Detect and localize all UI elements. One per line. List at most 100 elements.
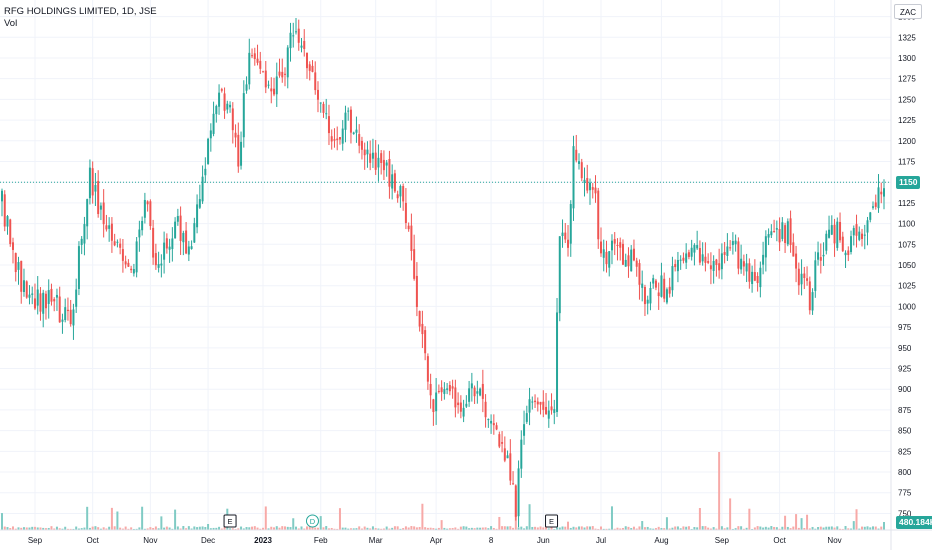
volume-bar xyxy=(116,511,119,530)
volume-bar xyxy=(102,527,105,530)
volume-bar xyxy=(193,526,196,530)
candle-body xyxy=(102,202,105,225)
earnings-marker[interactable]: E xyxy=(545,514,559,528)
candle-body xyxy=(242,93,245,138)
candle-body xyxy=(349,109,352,133)
candle-body xyxy=(292,35,295,37)
volume-bar xyxy=(237,528,240,530)
candle-body xyxy=(883,188,885,197)
candle-body xyxy=(687,252,690,257)
candle-body xyxy=(690,247,693,257)
x-tick-label: Dec xyxy=(201,536,215,545)
volume-bar xyxy=(418,526,421,530)
time-axis[interactable]: Sep Oct Nov Dec 2023 Feb Mar Apr 8 Jun Jul Aug Sep Oc… xyxy=(28,536,842,545)
volume-bar xyxy=(520,526,523,530)
volume-bar xyxy=(75,526,78,530)
dividend-marker[interactable]: D xyxy=(305,514,319,528)
volume-bar xyxy=(432,528,435,530)
volume-bar xyxy=(377,528,380,530)
volume-bar xyxy=(564,526,567,530)
candle-body xyxy=(863,234,866,236)
candle-body xyxy=(487,419,490,421)
candle-body xyxy=(517,468,520,517)
volume-bar xyxy=(91,526,94,530)
y-tick-label: 950 xyxy=(898,344,912,353)
candle-body xyxy=(470,383,473,389)
candle-body xyxy=(855,224,858,236)
volume-bar xyxy=(22,527,25,530)
volume-bar xyxy=(369,528,372,530)
candle-body xyxy=(308,64,311,71)
volume-bar xyxy=(248,527,251,530)
y-tick-label: 875 xyxy=(898,406,912,415)
x-tick-label: Nov xyxy=(143,536,157,545)
volume-bar xyxy=(869,527,872,530)
candle-body xyxy=(726,246,729,256)
candle-body xyxy=(61,319,64,322)
candle-body xyxy=(509,453,512,481)
candle-body xyxy=(58,296,61,323)
candle-body xyxy=(231,108,234,131)
volume-bar xyxy=(479,527,482,530)
volume-bar xyxy=(143,528,146,530)
volume-bar xyxy=(273,527,276,530)
candle-body xyxy=(278,71,281,76)
y-tick-label: 1250 xyxy=(898,95,916,104)
volume-bar xyxy=(715,528,718,530)
candle-body xyxy=(632,248,635,261)
candle-body xyxy=(654,280,657,288)
volume-bar xyxy=(712,527,715,530)
candle-body xyxy=(330,136,333,142)
candle-body xyxy=(99,205,102,210)
candle-body xyxy=(393,173,396,192)
volume-bar xyxy=(196,527,199,530)
volume-bar xyxy=(278,527,281,530)
candle-body xyxy=(407,225,410,230)
volume-bar xyxy=(97,527,100,530)
earnings-marker[interactable]: E xyxy=(223,514,237,528)
volume-bar xyxy=(811,526,814,530)
candle-body xyxy=(775,228,778,230)
volume-bar xyxy=(720,526,723,530)
volume-bar xyxy=(292,518,295,530)
volume-bar xyxy=(201,526,204,530)
candle-body xyxy=(572,146,575,209)
candle-body xyxy=(696,245,699,249)
candle-body xyxy=(715,259,718,265)
volume-indicator-label[interactable]: Vol xyxy=(4,18,18,29)
volume-bar xyxy=(602,528,605,530)
volume-bar xyxy=(42,527,45,530)
candle-body xyxy=(264,70,267,88)
volume-bar xyxy=(374,528,377,530)
volume-bar xyxy=(858,528,861,530)
candle-body xyxy=(808,281,811,311)
candle-body xyxy=(135,241,138,273)
price-axis[interactable]: 750 775 800 825 850 875 900 925 950 975 1000 1025 10… xyxy=(898,13,916,519)
currency-button[interactable]: ZAC xyxy=(894,4,922,19)
candle-body xyxy=(839,222,842,241)
y-tick-label: 1200 xyxy=(898,137,916,146)
volume-bar xyxy=(610,506,613,530)
volume-bar xyxy=(396,526,399,530)
candle-body xyxy=(396,194,399,199)
volume-bar xyxy=(58,528,61,530)
volume-bar xyxy=(624,526,627,530)
volume-bar xyxy=(31,526,34,530)
volume-bar xyxy=(358,526,361,530)
candle-body xyxy=(327,116,330,134)
candle-body xyxy=(861,233,864,239)
candle-body xyxy=(248,52,251,85)
candle-body xyxy=(207,138,210,164)
volume-bar xyxy=(275,526,278,530)
volume-bar xyxy=(839,528,842,530)
volume-bar xyxy=(77,528,80,530)
volume-bar xyxy=(66,528,69,530)
volume-bar xyxy=(229,528,232,530)
symbol-title[interactable]: RFG HOLDINGS LIMITED, 1D, JSE xyxy=(4,6,157,17)
candle-body xyxy=(547,410,550,419)
volume-bar xyxy=(152,528,155,530)
volume-bar xyxy=(204,526,207,530)
